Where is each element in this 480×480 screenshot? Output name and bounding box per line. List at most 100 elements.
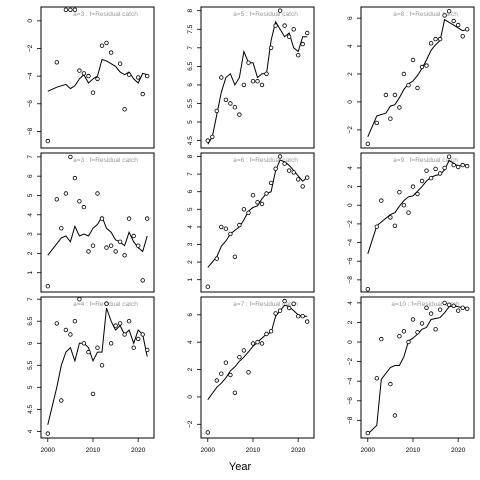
data-point [81,204,87,210]
data-point [383,92,389,98]
y-tick-label: 1 [27,271,34,275]
data-point [264,71,269,76]
data-point [223,97,229,102]
data-point [122,253,127,258]
data-point [437,171,443,176]
data-point [259,201,265,207]
data-point [456,308,461,313]
y-tick-label: 7 [27,297,34,301]
x-tick-label: 2020 [451,447,466,454]
data-point [131,345,136,350]
y-tick-label: 2 [347,72,354,76]
y-tick-label: −6 [27,100,34,108]
fit-line [47,215,148,256]
data-point [465,27,470,32]
data-point [296,53,301,58]
data-point [45,138,50,144]
data-point [374,120,379,126]
data-point [442,300,447,306]
data-point [72,7,78,12]
y-tick-label: 6 [187,190,194,194]
data-point [250,78,256,84]
y-tick-label: 4 [347,44,354,48]
y-tick-label: −6 [347,257,354,265]
data-point [286,305,292,311]
panel-frame [200,6,315,149]
data-point [117,61,123,66]
y-tick-label: 6 [187,313,194,317]
data-point [63,327,69,333]
data-point [465,163,470,169]
y-tick-label: −4 [27,72,34,80]
data-point [237,112,242,117]
data-point [379,198,384,203]
data-point [140,91,145,97]
data-point [104,301,109,306]
y-tick-label: 6.5 [27,316,34,325]
data-point [86,73,91,79]
data-point [460,34,465,39]
y-tick-label: 2 [187,260,194,264]
data-point [291,27,296,32]
panel-4: a=3 : f=Residual catch 1 2 3 4 5 6 7 [27,152,155,293]
x-tick-label: 2000 [201,447,216,454]
data-point [451,303,456,308]
data-point [144,216,150,221]
data-point [228,231,233,237]
data-point [282,161,287,166]
data-point [95,345,100,350]
y-tick-label: 6.5 [187,61,194,70]
data-point [424,305,429,310]
y-tick-label: −4 [347,377,354,385]
data-point [241,207,247,212]
data-point [122,332,127,337]
data-point [460,162,465,168]
panel-frame [200,296,315,439]
y-tick-label: 3 [187,242,194,246]
data-point [237,222,242,228]
y-tick-label: 5.5 [187,99,194,108]
panel-frame [360,6,475,149]
data-point [90,243,96,248]
data-point [277,8,283,13]
data-point [117,239,123,244]
fit-line [207,304,308,400]
data-point [241,82,247,88]
y-tick-label: 8 [187,154,194,158]
data-point [81,71,87,76]
y-tick-label: 8 [187,9,194,13]
data-point [451,18,456,24]
data-point [410,184,416,189]
data-point [45,431,50,436]
y-tick-label: 7 [187,46,194,50]
data-point [446,8,452,14]
data-point [428,175,434,181]
data-point [264,191,269,196]
data-point [81,341,87,346]
data-point [296,177,301,182]
panel-2: a=5 : f=Residual catch 4.5 5 5.5 6 6.5 7 7.5 8 [187,6,315,149]
data-point [456,22,461,28]
panel-7: a=4 : f=Residual catch44.555.566.5720002… [27,296,155,454]
data-point [250,192,256,198]
data-point [424,63,429,68]
data-point [397,189,402,195]
data-point [90,391,96,397]
data-point [126,216,132,221]
data-point [446,154,452,159]
data-point [401,329,407,334]
panel-6: a=9 : f=Residual catch −8 −6 −4 −2 0 2 4 [347,152,475,293]
data-point [108,243,114,248]
data-point [72,175,78,181]
data-point [259,82,265,88]
data-point [286,168,292,173]
y-tick-label: −6 [347,397,354,405]
data-point [104,245,109,250]
data-point [392,413,398,418]
data-point [268,329,274,334]
y-tick-label: 0 [347,203,354,207]
data-point [419,64,425,70]
y-tick-label: 5 [27,193,34,197]
y-tick-label: 6 [27,174,34,178]
